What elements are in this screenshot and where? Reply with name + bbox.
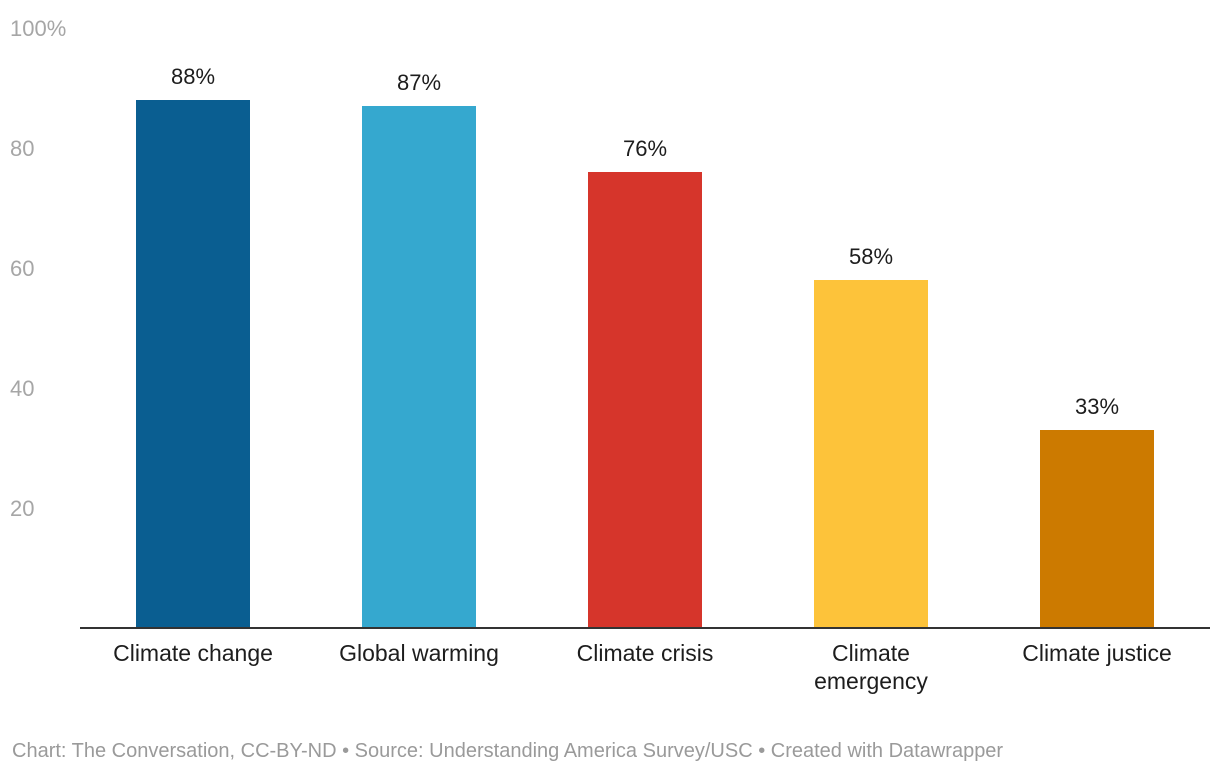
category-label: Climate justice bbox=[1022, 640, 1172, 666]
y-tick-label: 40 bbox=[10, 376, 34, 401]
y-tick-label: 60 bbox=[10, 256, 34, 281]
bar bbox=[136, 100, 250, 628]
bar-value-label: 58% bbox=[849, 244, 893, 269]
category-label: Climate change bbox=[113, 640, 273, 666]
bar bbox=[814, 280, 928, 628]
bar bbox=[362, 106, 476, 628]
bar bbox=[588, 172, 702, 628]
chart-footer-credit: Chart: The Conversation, CC-BY-ND • Sour… bbox=[12, 740, 1004, 762]
category-label: Climate bbox=[832, 640, 910, 666]
category-label: emergency bbox=[814, 668, 928, 694]
bar-value-label: 33% bbox=[1075, 394, 1119, 419]
y-tick-label: 100% bbox=[10, 16, 66, 41]
category-label: Global warming bbox=[339, 640, 499, 666]
bar-value-label: 87% bbox=[397, 70, 441, 95]
bar-value-label: 88% bbox=[171, 64, 215, 89]
y-tick-label: 20 bbox=[10, 496, 34, 521]
bar-value-label: 76% bbox=[623, 136, 667, 161]
category-label: Climate crisis bbox=[577, 640, 714, 666]
y-tick-label: 80 bbox=[10, 136, 34, 161]
bars-group bbox=[136, 100, 1154, 628]
value-labels-group: 88% 87% 76% 58% 33% bbox=[171, 64, 1119, 419]
bar bbox=[1040, 430, 1154, 628]
y-axis-ticks: 20 40 60 80 100% bbox=[10, 16, 66, 521]
category-labels-group: Climate change Global warming Climate cris… bbox=[113, 640, 1172, 694]
